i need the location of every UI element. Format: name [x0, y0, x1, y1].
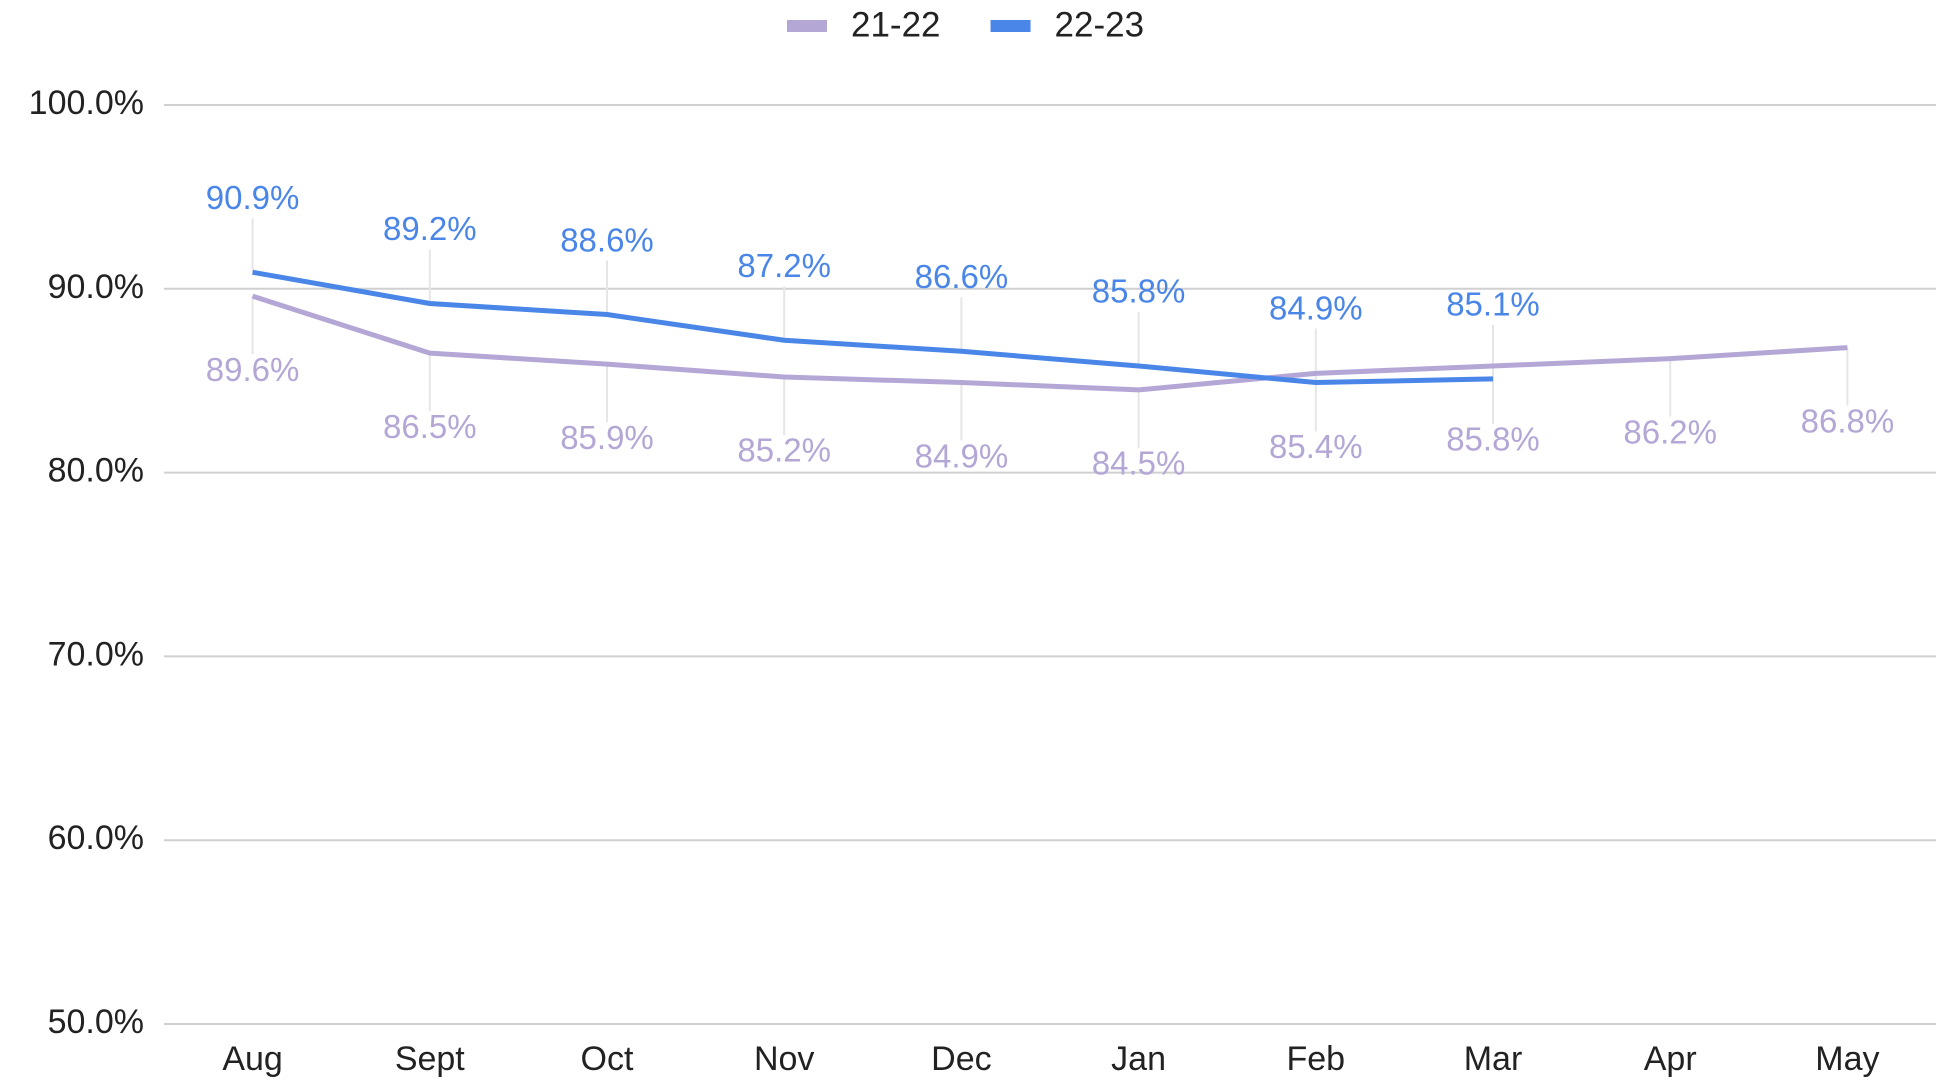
- x-tick-label: Apr: [1644, 1040, 1697, 1078]
- y-tick-label: 90.0%: [48, 268, 144, 306]
- x-tick-label: Jan: [1111, 1040, 1166, 1078]
- data-label: 86.2%: [1623, 413, 1717, 450]
- legend-label: 22-23: [1055, 5, 1145, 44]
- data-label: 84.9%: [915, 437, 1009, 474]
- data-label: 85.8%: [1446, 421, 1540, 458]
- data-label: 88.6%: [560, 221, 654, 258]
- x-tick-label: Feb: [1287, 1040, 1346, 1078]
- series-line: [251, 293, 1848, 393]
- x-tick-label: May: [1815, 1040, 1879, 1078]
- x-tick-label: Mar: [1464, 1040, 1523, 1078]
- y-tick-label: 70.0%: [48, 635, 144, 673]
- data-label: 87.2%: [737, 247, 831, 284]
- x-tick-label: Nov: [754, 1040, 814, 1078]
- x-tick-label: Oct: [581, 1040, 634, 1078]
- data-label: 86.8%: [1801, 402, 1895, 439]
- legend-label: 21-22: [851, 5, 941, 44]
- data-label: 85.8%: [1092, 273, 1186, 310]
- legend-swatch: [990, 20, 1031, 32]
- x-tick-label: Dec: [931, 1040, 991, 1078]
- data-label: 84.9%: [1269, 289, 1363, 326]
- x-tick-label: Sept: [395, 1040, 465, 1078]
- data-label: 84.5%: [1092, 445, 1186, 482]
- y-tick-label: 80.0%: [48, 452, 144, 490]
- data-label: 86.6%: [915, 258, 1009, 295]
- data-label: 86.5%: [383, 408, 477, 445]
- data-label: 85.2%: [737, 432, 831, 469]
- x-tick-label: Aug: [222, 1040, 283, 1078]
- data-label: 90.9%: [206, 179, 300, 216]
- data-label: 85.1%: [1446, 286, 1540, 323]
- y-tick-label: 60.0%: [48, 819, 144, 857]
- data-label: 85.9%: [560, 419, 654, 456]
- series-line: [252, 269, 1494, 386]
- data-label: 89.6%: [206, 351, 300, 388]
- y-tick-label: 100.0%: [29, 84, 144, 122]
- data-label: 85.4%: [1269, 428, 1363, 465]
- data-label: 89.2%: [383, 210, 477, 247]
- legend-swatch: [787, 20, 827, 32]
- y-tick-label: 50.0%: [48, 1003, 144, 1041]
